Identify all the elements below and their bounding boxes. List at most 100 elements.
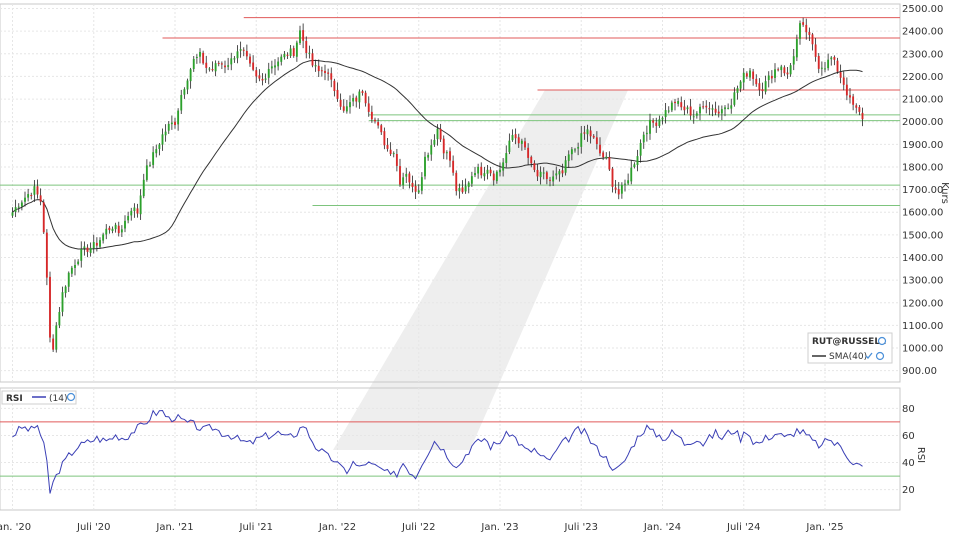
candle-body bbox=[367, 103, 370, 112]
candle-body bbox=[570, 149, 573, 155]
candle-body bbox=[433, 139, 436, 145]
candle-body bbox=[358, 91, 361, 103]
candle-body bbox=[405, 173, 408, 177]
candle-body bbox=[124, 220, 126, 229]
candle-body bbox=[370, 111, 373, 120]
candle-body bbox=[74, 264, 76, 268]
legend-sma-check-icon[interactable] bbox=[865, 352, 873, 359]
price-y-tick-label: 2200.00 bbox=[902, 72, 943, 83]
legend-ticker-settings-icon[interactable] bbox=[877, 336, 887, 346]
candle-body bbox=[330, 73, 333, 80]
candle-body bbox=[411, 182, 414, 187]
candle-body bbox=[480, 166, 483, 176]
rsi-legend-period: (14) bbox=[49, 394, 67, 404]
candle-body bbox=[39, 195, 42, 202]
candle-body bbox=[711, 108, 714, 110]
candle-body bbox=[536, 169, 539, 177]
price-panel: 900.00 1000.00 1100.00 1200.00 1300.00 1400.0… bbox=[0, 3, 950, 383]
candle-body bbox=[511, 135, 514, 141]
candle-body bbox=[245, 51, 248, 57]
price-y-tick-label: 2500.00 bbox=[902, 4, 943, 15]
candle-body bbox=[830, 57, 833, 60]
candle-body bbox=[136, 208, 139, 214]
candle-body bbox=[205, 62, 208, 68]
price-y-tick-label: 1900.00 bbox=[902, 140, 943, 151]
candle-body bbox=[520, 140, 523, 144]
x-tick-label: Jan. '25 bbox=[805, 522, 843, 533]
candle-body bbox=[649, 119, 651, 134]
candle-body bbox=[605, 156, 608, 159]
rsi-legend: RSI (14) bbox=[1, 390, 77, 405]
price-y-tick-label: 900.00 bbox=[902, 366, 937, 377]
candle-body bbox=[549, 179, 551, 181]
rsi-level-lines bbox=[0, 421, 900, 477]
rsi-line bbox=[12, 409, 863, 494]
candle-body bbox=[749, 70, 751, 78]
candle-body bbox=[364, 92, 367, 104]
rsi-y-ticks: 20 40 60 80 bbox=[902, 404, 915, 496]
x-tick-label: Jan. '24 bbox=[643, 522, 681, 533]
candle-body bbox=[611, 168, 614, 187]
candle-body bbox=[452, 160, 455, 173]
candle-body bbox=[689, 106, 692, 116]
candle-body bbox=[189, 69, 192, 82]
candle-body bbox=[430, 145, 433, 155]
legend-sma-settings-icon[interactable] bbox=[875, 351, 885, 361]
candle-body bbox=[655, 122, 658, 126]
candle-body bbox=[486, 169, 489, 174]
candle-body bbox=[333, 80, 336, 92]
candle-body bbox=[717, 111, 720, 114]
rsi-y-tick-label: 60 bbox=[902, 431, 915, 442]
candle-body bbox=[314, 65, 317, 67]
candle-body bbox=[458, 187, 461, 192]
candle-body bbox=[645, 132, 648, 135]
candle-body bbox=[230, 58, 233, 65]
candle-body bbox=[842, 77, 845, 85]
candle-body bbox=[683, 106, 686, 111]
candle-body bbox=[786, 72, 789, 75]
rsi-legend-settings-icon[interactable] bbox=[66, 392, 76, 402]
candle-body bbox=[414, 185, 417, 192]
candle-body bbox=[639, 142, 642, 156]
candle-body bbox=[224, 65, 226, 68]
candle-body bbox=[14, 207, 17, 212]
candle-body bbox=[614, 187, 617, 190]
candle-body bbox=[64, 286, 67, 294]
candle-body bbox=[295, 42, 298, 57]
candle-body bbox=[592, 135, 595, 138]
candle-body bbox=[33, 186, 36, 195]
candle-body bbox=[292, 48, 295, 56]
candle-body bbox=[324, 70, 326, 74]
candle-body bbox=[577, 147, 580, 149]
candle-body bbox=[461, 187, 464, 193]
candle-body bbox=[555, 173, 558, 176]
candle-body bbox=[736, 88, 739, 93]
candle-body bbox=[802, 22, 805, 25]
candle-body bbox=[702, 106, 705, 108]
candle-body bbox=[217, 62, 220, 64]
candle-body bbox=[202, 52, 205, 64]
candle-body bbox=[164, 131, 167, 136]
candle-body bbox=[280, 56, 283, 62]
candle-body bbox=[183, 89, 186, 95]
candle-body bbox=[620, 185, 623, 194]
candle-body bbox=[299, 30, 301, 44]
price-y-tick-label: 1200.00 bbox=[902, 298, 943, 309]
candle-body bbox=[424, 156, 426, 177]
x-tick-label: Juli '20 bbox=[76, 522, 111, 533]
candle-body bbox=[227, 65, 230, 67]
candle-body bbox=[658, 119, 661, 126]
candle-body bbox=[336, 89, 339, 99]
candle-body bbox=[120, 229, 123, 233]
price-y-tick-label: 1400.00 bbox=[902, 253, 943, 264]
watermark-logo bbox=[333, 90, 628, 450]
candle-body bbox=[417, 190, 420, 193]
candle-body bbox=[836, 60, 839, 72]
candle-body bbox=[27, 194, 30, 198]
candle-body bbox=[852, 96, 855, 105]
candle-body bbox=[255, 70, 258, 77]
candle-body bbox=[317, 65, 320, 72]
candle-body bbox=[514, 134, 517, 139]
